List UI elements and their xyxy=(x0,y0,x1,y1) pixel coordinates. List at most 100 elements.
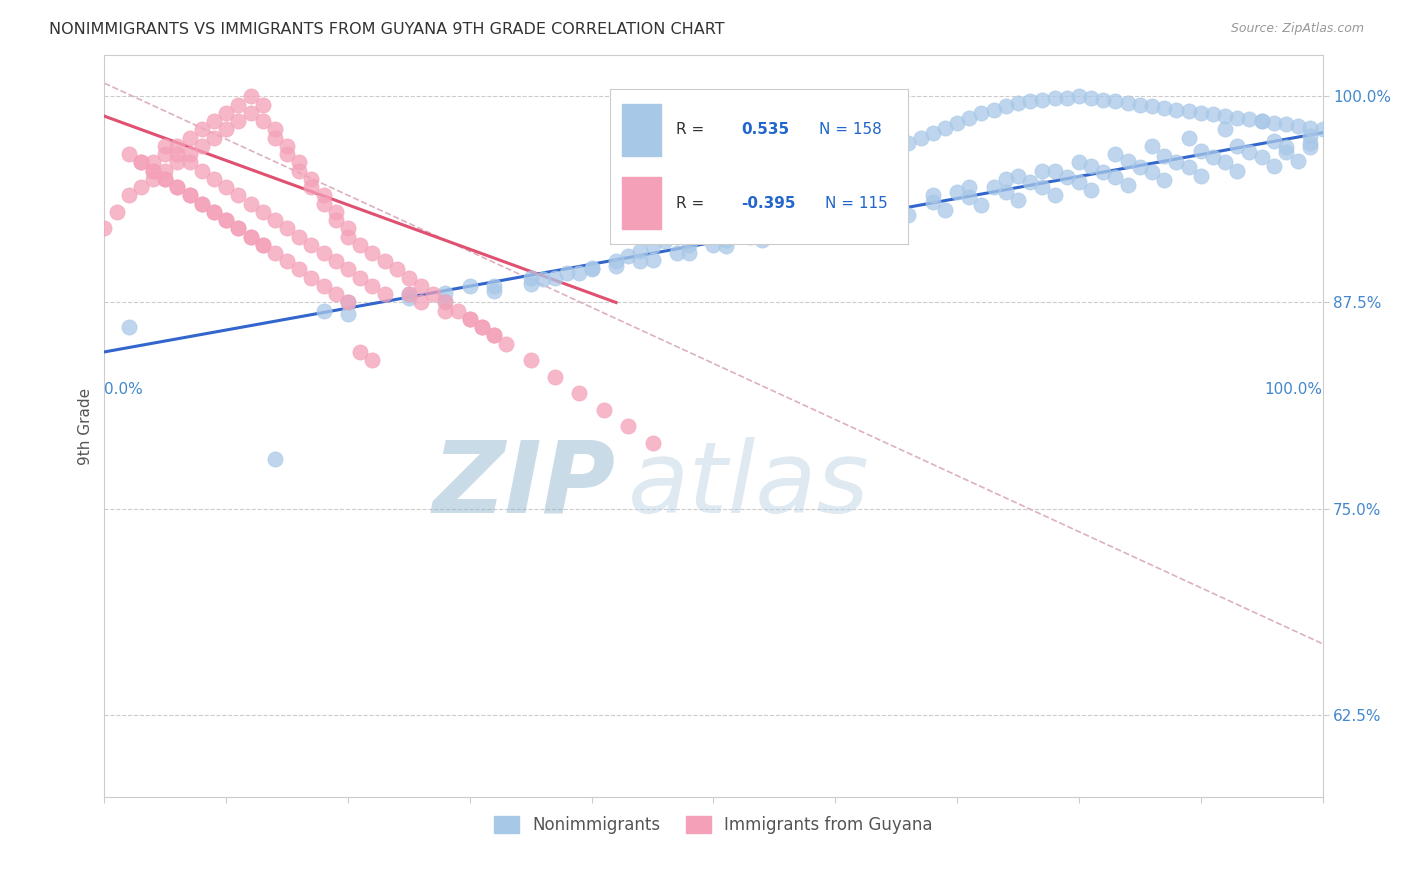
Point xyxy=(678,237,700,252)
Point xyxy=(179,188,201,202)
Point xyxy=(1153,173,1175,187)
Point xyxy=(1226,163,1249,178)
Point xyxy=(166,147,188,161)
Point xyxy=(142,163,165,178)
Point xyxy=(1166,155,1188,169)
Point xyxy=(787,180,810,194)
Point xyxy=(264,213,287,227)
Point xyxy=(191,196,214,211)
Point xyxy=(983,103,1005,117)
Point xyxy=(239,106,262,120)
Point xyxy=(751,227,773,242)
Point xyxy=(166,180,188,194)
Point xyxy=(800,175,823,189)
Point xyxy=(264,130,287,145)
Point xyxy=(897,136,920,150)
Point xyxy=(458,312,481,326)
Point xyxy=(1213,109,1236,123)
Point xyxy=(884,200,907,214)
Point xyxy=(215,213,238,227)
Point xyxy=(605,254,627,268)
Point xyxy=(555,266,578,280)
Point xyxy=(276,254,298,268)
Point xyxy=(581,262,603,277)
Point xyxy=(312,303,335,318)
Point xyxy=(1275,140,1298,154)
Point xyxy=(1007,169,1029,183)
Point xyxy=(1239,145,1261,160)
Text: 0.0%: 0.0% xyxy=(104,382,143,397)
Point xyxy=(1129,97,1152,112)
Point xyxy=(252,97,274,112)
Point xyxy=(252,204,274,219)
Point xyxy=(434,303,457,318)
Point xyxy=(921,188,943,202)
Point xyxy=(482,284,505,298)
Point xyxy=(605,259,627,273)
Point xyxy=(1177,161,1199,175)
Point xyxy=(166,138,188,153)
Point xyxy=(738,229,761,244)
Point xyxy=(385,262,408,277)
Point xyxy=(1140,165,1163,179)
Point xyxy=(228,97,250,112)
Point xyxy=(581,260,603,275)
Point xyxy=(665,229,688,244)
Point xyxy=(1177,104,1199,119)
Point xyxy=(714,233,737,247)
Point xyxy=(202,171,225,186)
Point xyxy=(1043,163,1066,178)
Point xyxy=(1275,145,1298,160)
Point xyxy=(155,163,177,178)
Point xyxy=(434,295,457,310)
Point xyxy=(398,291,420,305)
Point xyxy=(1056,91,1078,105)
Point xyxy=(824,219,846,234)
Point xyxy=(934,120,956,135)
Point xyxy=(155,171,177,186)
Point xyxy=(142,155,165,169)
Point xyxy=(118,320,141,334)
Point xyxy=(1104,95,1126,109)
Point xyxy=(1226,111,1249,125)
Point xyxy=(312,279,335,293)
Point xyxy=(288,163,311,178)
Point xyxy=(1213,155,1236,169)
Point xyxy=(1189,144,1212,158)
Point xyxy=(837,161,859,175)
Point xyxy=(191,122,214,136)
Point xyxy=(946,116,969,130)
Point xyxy=(1299,140,1322,154)
Point xyxy=(690,219,713,234)
Point xyxy=(301,180,323,194)
Point xyxy=(702,237,724,252)
Point xyxy=(970,198,993,212)
Point xyxy=(422,287,444,301)
Point xyxy=(921,126,943,140)
Point xyxy=(349,270,371,285)
Point xyxy=(1250,114,1272,128)
Point xyxy=(471,320,494,334)
Point xyxy=(702,215,724,229)
Point xyxy=(884,196,907,211)
Point xyxy=(1129,161,1152,175)
Point xyxy=(337,262,360,277)
Point xyxy=(458,279,481,293)
Point xyxy=(471,320,494,334)
Point xyxy=(1116,178,1139,193)
Point xyxy=(276,221,298,235)
Point xyxy=(239,229,262,244)
Point xyxy=(252,237,274,252)
Point xyxy=(1299,120,1322,135)
Point xyxy=(641,252,664,267)
Point xyxy=(264,122,287,136)
Point xyxy=(1067,89,1090,103)
Point xyxy=(434,293,457,308)
Point xyxy=(264,246,287,260)
Point xyxy=(191,163,214,178)
Point xyxy=(1213,122,1236,136)
Legend: Nonimmigrants, Immigrants from Guyana: Nonimmigrants, Immigrants from Guyana xyxy=(488,809,939,841)
Point xyxy=(118,147,141,161)
Point xyxy=(264,452,287,467)
Point xyxy=(1092,93,1115,107)
